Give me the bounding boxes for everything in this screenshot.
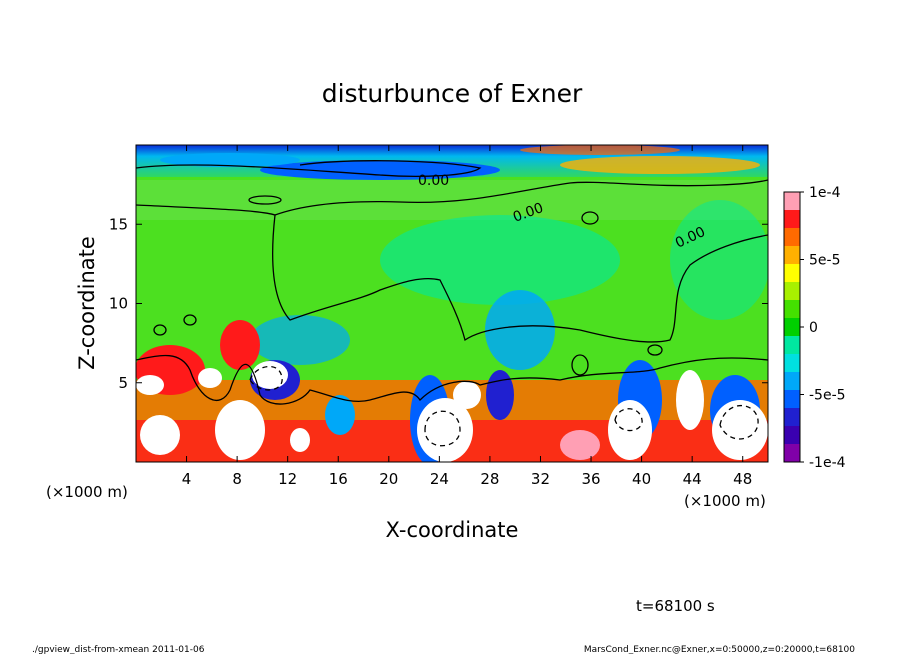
footer-left: ./gpview_dist-from-xmean 2011-01-06 (32, 645, 205, 654)
x-tick-label: 28 (480, 470, 499, 488)
footer-right: MarsCond_Exner.nc@Exner,x=0:50000,z=0:20… (584, 645, 855, 654)
x-tick-label: 4 (182, 470, 192, 488)
time-annotation: t=68100 s (636, 597, 715, 615)
white-cell-10 (676, 370, 704, 430)
mid-cyan-region (380, 215, 620, 305)
contour-zero-upper (136, 160, 482, 177)
y-axis-title: Z-coordinate (75, 236, 99, 370)
top-warm-band-2 (520, 145, 680, 155)
colorbar-tick-label: 1e-4 (809, 185, 841, 201)
mid-blue-region-2 (250, 315, 350, 365)
x-tick-label: 48 (733, 470, 752, 488)
contour-lines (136, 160, 768, 447)
top-warm-band (560, 156, 760, 174)
colorbar-swatch (784, 336, 800, 355)
white-cell-1 (136, 375, 164, 395)
blue-cell-6 (325, 395, 355, 435)
chart-title: disturbunce of Exner (322, 79, 583, 108)
top-blue-band-2 (160, 153, 300, 167)
x-axis-title: X-coordinate (386, 518, 519, 542)
x-tick-label: 16 (329, 470, 348, 488)
x-unit-left: (×1000 m) (46, 483, 128, 501)
white-cell-7 (417, 398, 473, 462)
heatmap-field (136, 145, 768, 462)
y-tick-label: 10 (109, 295, 128, 313)
x-tick-label: 36 (581, 470, 600, 488)
colorbar-tick-label: -5e-5 (809, 388, 846, 404)
colorbar-swatch (784, 282, 800, 301)
colorbar-swatch (784, 354, 800, 373)
colorbar-tick-label: 5e-5 (809, 253, 840, 269)
colorbar-swatch (784, 300, 800, 319)
right-cyan-region (670, 200, 768, 320)
x-tick-label: 8 (232, 470, 242, 488)
x-unit-right: (×1000 m) (684, 492, 766, 510)
white-cell-4 (215, 400, 265, 460)
contour-zero-ridge (274, 179, 768, 216)
contour-blob-6 (571, 354, 589, 376)
colorbar-tick-label: -1e-4 (809, 455, 846, 471)
colorbar-swatch (784, 390, 800, 409)
contour-dashed-1 (249, 365, 283, 391)
colorbar: 1e-4 5e-5 0 -5e-5 -1e-4 (783, 185, 846, 471)
white-cell-6 (290, 428, 310, 452)
colorbar-swatch (784, 426, 800, 445)
x-axis: 4 8 12 16 20 24 28 32 36 40 44 48 (182, 145, 752, 488)
y-tick-label: 15 (109, 215, 128, 233)
colorbar-swatch (784, 372, 800, 391)
x-tick-label: 12 (278, 470, 297, 488)
y-axis: 5 10 15 (109, 215, 768, 392)
x-tick-label: 44 (683, 470, 702, 488)
pink-patch (560, 430, 600, 460)
contour-lower (136, 354, 768, 405)
contour-blob-2 (581, 211, 599, 225)
y-tick-label: 5 (118, 374, 128, 392)
white-cell-5 (140, 415, 180, 455)
blue-cell-3 (486, 370, 514, 420)
x-tick-label: 32 (531, 470, 550, 488)
colorbar-tick-label: 0 (809, 320, 818, 336)
contour-dashed-2 (424, 410, 461, 447)
contour-blob-5 (647, 344, 663, 356)
contour-blob-3 (153, 324, 167, 336)
x-tick-label: 40 (632, 470, 651, 488)
x-tick-label: 24 (430, 470, 449, 488)
contour-dashed-3 (719, 404, 759, 440)
white-cell-2 (198, 368, 222, 388)
contour-blob-1 (248, 195, 282, 205)
colorbar-swatch (784, 246, 800, 265)
colorbar-swatch (784, 318, 800, 337)
x-tick-label: 20 (379, 470, 398, 488)
white-cell-3 (252, 361, 288, 389)
mid-blue-region (485, 290, 555, 370)
contour-dashed-4 (614, 408, 643, 432)
white-cell-11 (712, 400, 768, 460)
colorbar-swatch (784, 228, 800, 247)
upper-layer (136, 180, 768, 220)
colorbar-swatch (784, 408, 800, 427)
top-blue-band (260, 160, 500, 180)
white-cell-8 (453, 381, 481, 409)
surface-red-left-2 (220, 320, 260, 370)
contour-zero-middle (136, 204, 768, 343)
contour-blob-4 (183, 314, 197, 326)
colorbar-swatch (784, 264, 800, 283)
contour-label-1: 0.00 (418, 173, 449, 189)
colorbar-swatch (784, 444, 800, 463)
colorbar-swatch (784, 210, 800, 229)
colorbar-swatch (784, 192, 800, 211)
